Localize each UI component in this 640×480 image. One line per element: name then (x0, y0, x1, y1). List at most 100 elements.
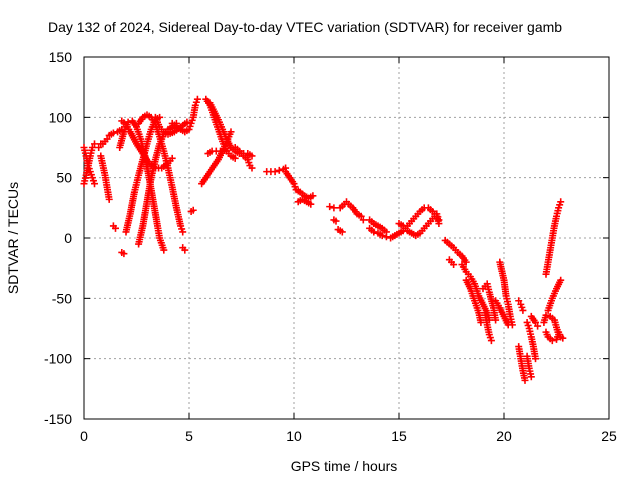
series-s13 (151, 113, 191, 138)
data-point (557, 198, 565, 206)
data-point (382, 233, 390, 241)
data-point (221, 146, 229, 154)
series-s47 (555, 328, 567, 342)
x-tick-label: 25 (601, 428, 617, 444)
data-point (275, 166, 283, 174)
data-point (103, 135, 111, 143)
data-point (332, 217, 340, 225)
series-s34 (462, 276, 485, 326)
data-point (534, 322, 542, 330)
data-point (515, 297, 523, 305)
data-point (450, 261, 458, 269)
series-s24 (326, 203, 338, 212)
y-tick-label: 0 (64, 230, 72, 246)
series-s6 (118, 248, 128, 258)
data-point (179, 228, 187, 236)
series-s20 (231, 144, 256, 172)
y-tick-label: 100 (49, 109, 73, 125)
series-s2 (80, 144, 98, 188)
data-point (553, 335, 560, 343)
data-point (542, 328, 550, 336)
y-tick-label: 150 (49, 49, 73, 65)
data-point (357, 212, 365, 220)
series-s5 (109, 222, 119, 232)
x-tick-label: 10 (286, 428, 302, 444)
series-s4 (97, 152, 113, 203)
series-s43 (527, 312, 542, 330)
data-point (477, 318, 485, 326)
data-point (109, 129, 117, 137)
data-points (80, 95, 567, 384)
data-point (112, 224, 119, 232)
data-point (307, 200, 315, 208)
data-point (532, 318, 539, 326)
x-axis-tick-labels: 0 5 10 15 20 25 (80, 428, 617, 444)
data-point (183, 118, 191, 126)
series-s32 (445, 256, 458, 269)
data-point (91, 140, 98, 148)
data-point (271, 168, 279, 176)
x-tick-label: 15 (391, 428, 407, 444)
data-point (105, 195, 113, 203)
series-s45 (542, 198, 565, 278)
data-point (527, 373, 535, 381)
x-tick-label: 5 (185, 428, 193, 444)
data-point (193, 95, 201, 103)
data-point (248, 164, 256, 172)
data-point (326, 203, 334, 211)
axis-ticks (83, 56, 610, 420)
series-s46 (544, 276, 565, 314)
data-point (91, 180, 98, 188)
data-point (95, 144, 103, 151)
series-s14 (179, 244, 189, 254)
series-s19 (204, 146, 229, 158)
series-s39 (515, 297, 527, 314)
y-axis-tick-labels: -150 -100 -50 0 50 100 150 (44, 49, 72, 427)
data-point (330, 204, 338, 212)
series-s35 (481, 309, 495, 345)
x-axis-title: GPS time / hours (291, 458, 398, 474)
data-point (370, 228, 378, 236)
series-s41 (523, 352, 535, 381)
data-point (231, 154, 239, 162)
series-s26 (334, 226, 346, 236)
y-tick-label: -150 (44, 411, 72, 427)
data-point (542, 311, 550, 319)
data-point (338, 228, 346, 236)
series-s22 (282, 168, 317, 202)
data-point (504, 321, 512, 329)
series-s30 (395, 210, 443, 240)
data-point (168, 154, 176, 162)
data-point (88, 144, 96, 151)
series-s25 (330, 216, 340, 225)
data-point (359, 216, 367, 224)
series-s40 (515, 343, 529, 384)
data-point (487, 337, 495, 345)
data-point (532, 355, 539, 363)
x-tick-label: 0 (80, 428, 88, 444)
y-tick-label: -100 (44, 351, 72, 367)
series-s15 (187, 206, 197, 215)
data-point (521, 376, 529, 384)
series-s27 (336, 198, 367, 224)
series-s38 (492, 297, 512, 329)
chart-title: Day 132 of 2024, Sidereal Day-to-day VTE… (48, 19, 562, 35)
y-tick-label: -50 (52, 290, 72, 306)
data-point (120, 250, 128, 258)
grid-lines (84, 57, 609, 419)
data-point (462, 258, 470, 266)
series-s28 (366, 216, 390, 236)
data-point (559, 334, 567, 342)
data-point (519, 306, 527, 314)
y-axis-title: SDTVAR / TECUs (5, 182, 21, 294)
y-tick-label: 50 (56, 170, 72, 186)
data-point (248, 152, 256, 160)
data-point (557, 276, 565, 284)
data-point (181, 246, 189, 254)
series-s37 (496, 258, 516, 329)
data-point (160, 246, 168, 254)
data-point (227, 128, 235, 136)
data-point (435, 216, 443, 224)
data-point (189, 206, 197, 214)
